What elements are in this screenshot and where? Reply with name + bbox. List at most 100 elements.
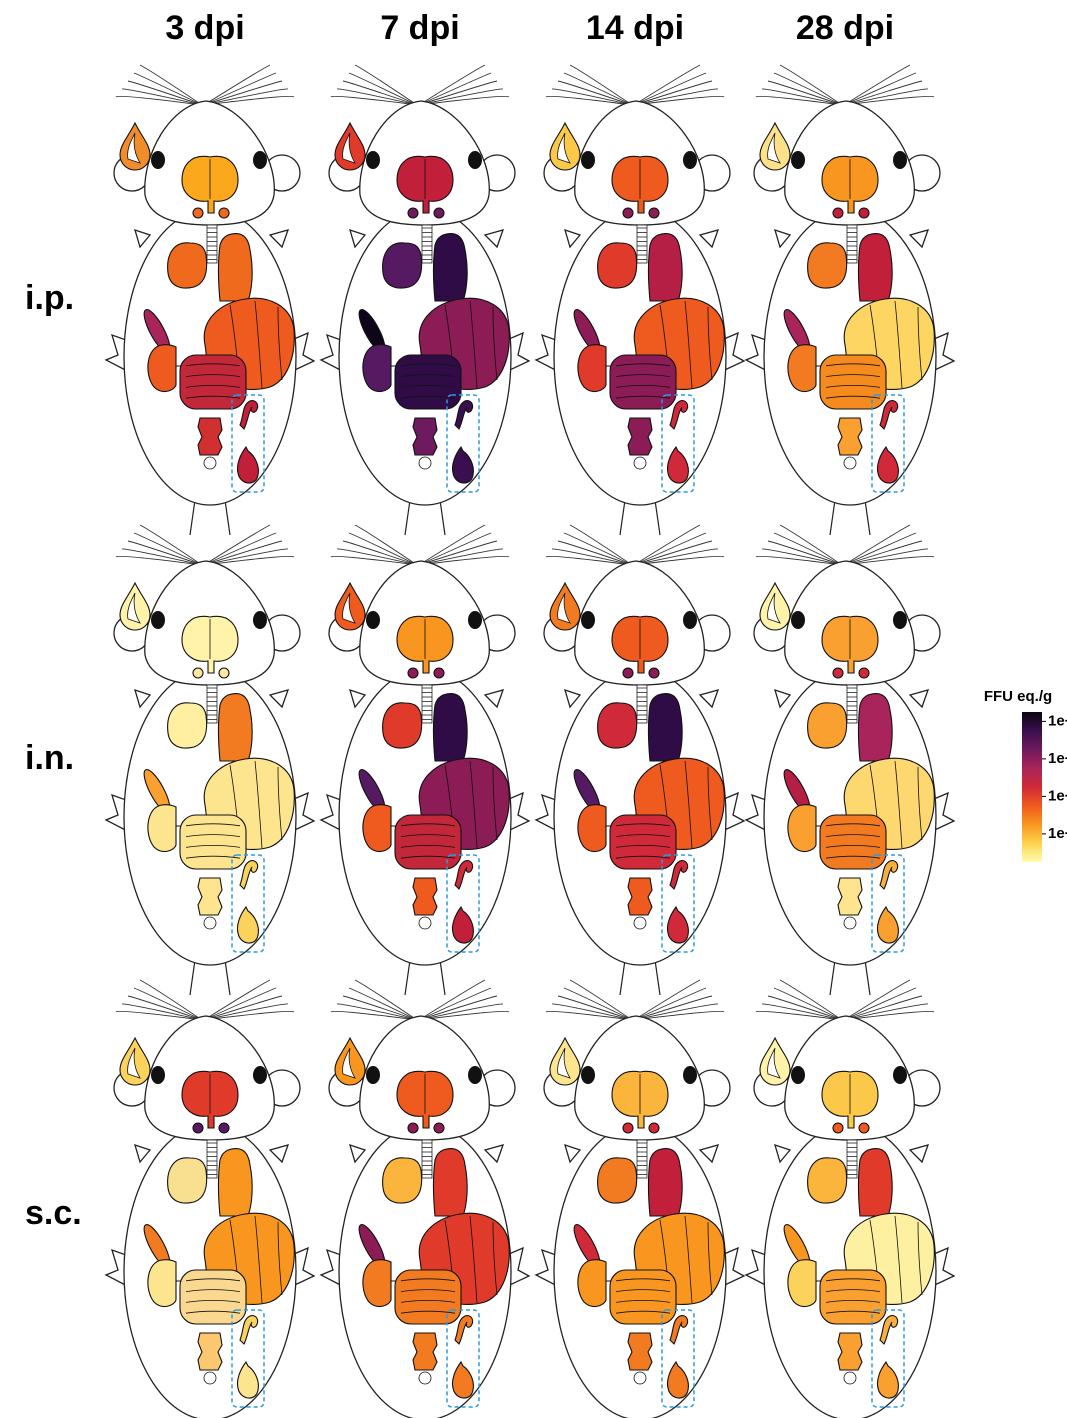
foot	[270, 1145, 288, 1162]
intestine	[610, 1270, 676, 1324]
kidney	[788, 1260, 816, 1307]
lymph-node	[193, 1123, 203, 1133]
trachea	[422, 225, 432, 263]
whisker	[419, 541, 497, 565]
lymph-node	[649, 668, 659, 678]
foot	[135, 690, 150, 707]
foot	[565, 230, 580, 247]
eye	[468, 151, 482, 169]
whisker	[204, 65, 270, 105]
whisker	[204, 541, 282, 565]
column-header: 3 dpi	[165, 9, 244, 47]
whisker	[634, 980, 700, 1020]
lymph-node	[219, 208, 229, 218]
kidney	[148, 805, 176, 852]
whisker	[774, 73, 842, 105]
anus	[844, 917, 856, 929]
lymph-node	[193, 668, 203, 678]
heart	[808, 243, 847, 288]
foot	[775, 230, 790, 247]
eye	[893, 611, 907, 629]
blood-drop	[760, 583, 790, 630]
lung	[859, 1149, 893, 1216]
anus	[204, 917, 216, 929]
foot	[775, 1145, 790, 1162]
lymph-node	[649, 1123, 659, 1133]
bladder	[628, 878, 652, 915]
blood-drop	[120, 123, 150, 170]
mouse-panel	[746, 525, 954, 995]
lung	[859, 694, 893, 761]
row-label: i.p.	[25, 279, 74, 317]
heart	[168, 243, 207, 288]
colorbar	[1022, 712, 1042, 862]
mouse-panel	[746, 980, 954, 1418]
mouse-panel	[321, 980, 529, 1418]
colorbar-tick-label: 1e+03	[1048, 787, 1067, 804]
eye	[791, 151, 805, 169]
anus	[634, 457, 646, 469]
foot	[565, 690, 580, 707]
whisker	[343, 541, 417, 565]
lung	[649, 694, 683, 761]
eye	[581, 151, 595, 169]
foot	[350, 230, 365, 247]
lymph-node	[434, 668, 444, 678]
trachea	[637, 1140, 647, 1178]
lymph-node	[859, 208, 869, 218]
row-label: s.c.	[25, 1194, 82, 1232]
lung	[219, 694, 253, 761]
eye	[683, 611, 697, 629]
lymph-node	[219, 668, 229, 678]
eye	[893, 1066, 907, 1084]
whisker	[564, 533, 632, 565]
trachea	[422, 1140, 432, 1178]
lymph-node	[833, 1123, 843, 1133]
whisker	[204, 980, 270, 1020]
whisker	[343, 996, 417, 1020]
eye	[683, 1066, 697, 1084]
trachea	[847, 225, 857, 263]
whisker	[844, 996, 922, 1020]
mouse-panel	[106, 525, 314, 995]
foot	[910, 1145, 928, 1162]
foot	[910, 230, 928, 247]
heart	[168, 1158, 207, 1203]
whisker	[844, 533, 916, 565]
kidney	[363, 1260, 391, 1307]
whisker	[844, 81, 922, 105]
heart	[808, 1158, 847, 1203]
blood-drop	[760, 1038, 790, 1085]
anus	[419, 1372, 431, 1384]
kidney	[148, 345, 176, 392]
eye	[253, 151, 267, 169]
whisker	[204, 81, 282, 105]
lung	[649, 234, 683, 301]
blood-drop	[335, 583, 365, 630]
whisker	[419, 988, 491, 1020]
whisker	[844, 988, 916, 1020]
blood-drop	[550, 123, 580, 170]
mouse-panel	[321, 65, 529, 535]
colorbar-tick-label: 1e+07	[1048, 712, 1067, 729]
anus	[844, 1372, 856, 1384]
foot	[485, 1145, 503, 1162]
eye	[581, 611, 595, 629]
whisker	[634, 541, 712, 565]
eye	[893, 151, 907, 169]
heart	[168, 703, 207, 748]
heart	[383, 243, 422, 288]
whisker	[844, 73, 916, 105]
lymph-node	[408, 208, 418, 218]
foot	[565, 1145, 580, 1162]
intestine	[180, 1270, 246, 1324]
lymph-node	[434, 208, 444, 218]
colorbar-title: FFU eq./g	[984, 688, 1052, 705]
whisker	[564, 988, 632, 1020]
lymph-node	[833, 208, 843, 218]
kidney	[363, 805, 391, 852]
intestine	[395, 1270, 461, 1324]
anus	[634, 917, 646, 929]
lymph-node	[859, 668, 869, 678]
whisker	[349, 533, 417, 565]
